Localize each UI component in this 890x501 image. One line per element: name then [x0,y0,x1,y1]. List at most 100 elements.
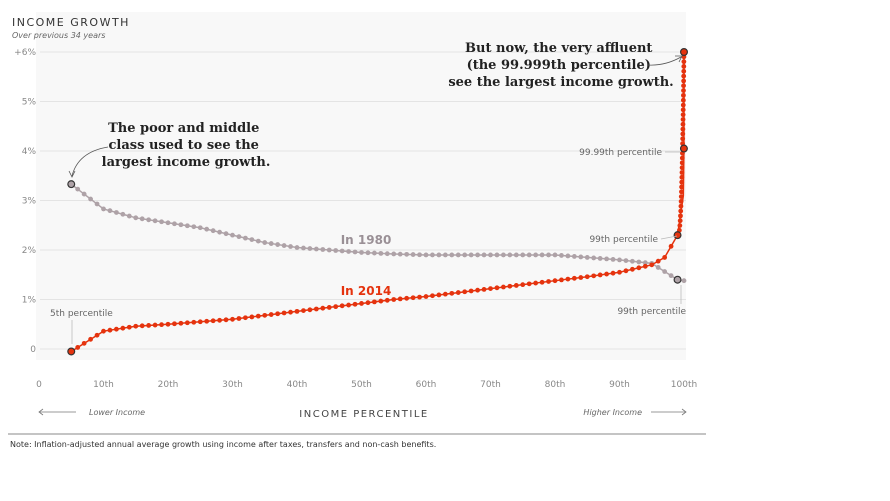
data-point [677,223,683,228]
data-point [501,284,506,290]
data-point [81,340,87,346]
data-point [372,299,377,305]
x-tick-label: 20th [158,380,179,390]
x-tick-label: 90th [609,380,630,390]
data-point [139,216,145,222]
data-point [294,308,300,314]
data-point [339,248,345,254]
data-point [101,328,106,334]
data-point [107,327,113,333]
data-point [591,273,597,279]
data-point [223,231,229,237]
series-label-1980: In 1980 [341,233,392,247]
data-point [410,295,416,301]
data-point [679,155,685,161]
data-point [610,257,616,262]
data-point [630,266,635,272]
data-point [288,309,293,315]
data-point [384,251,390,257]
data-point [94,201,100,207]
data-point [679,184,684,190]
data-point [679,170,685,175]
data-point [680,112,686,118]
data-point [391,251,397,257]
data-point [326,247,332,253]
data-point [617,257,622,263]
data-point [165,220,171,226]
data-point [333,304,339,310]
data-point [152,218,158,224]
data-point [681,83,686,89]
data-point [455,252,461,258]
annotation-poor-arrow [71,146,109,177]
data-point [655,258,661,264]
data-point [604,271,609,277]
data-point [294,245,300,250]
data-point [681,68,687,74]
data-point [255,313,261,319]
data-point [475,252,480,258]
data-point [677,218,683,224]
data-point [152,322,158,328]
data-point [668,273,674,279]
data-point [197,319,203,325]
data-point [404,295,410,301]
data-point [346,249,351,254]
series-in-2014 [68,49,687,354]
data-point [172,221,177,227]
y-tick-label: 2% [22,246,37,256]
data-point [333,248,339,253]
gridlines [40,51,686,350]
lower-income-label: Lower Income [89,408,145,417]
x-tick-label: 70th [480,380,501,390]
data-point [236,316,242,321]
data-point [468,252,474,258]
data-point [449,290,455,296]
data-point [352,301,358,307]
data-point [378,250,384,256]
data-point [449,252,455,258]
data-point [268,241,274,246]
data-point [217,229,223,235]
data-point [430,252,435,258]
series-label-2014: In 2014 [341,284,392,298]
x-tick-label: 50th [351,380,372,390]
data-point [678,208,684,214]
y-tick-label: +6% [14,48,36,58]
data-point [559,277,564,283]
data-point [455,290,461,295]
data-point [159,219,164,225]
higher-income-label: Higher Income [583,408,642,417]
data-point [436,252,442,258]
series-layer [68,49,687,354]
data-point [649,262,655,268]
chart-subtitle: Over previous 34 years [12,31,105,40]
data-point [488,286,493,292]
data-point [539,252,545,258]
data-point [423,252,429,258]
data-point [146,217,152,223]
annotation-affluent-arrow [647,56,682,66]
data-point [165,321,171,327]
data-point [565,276,571,282]
data-point [410,252,416,257]
data-point [191,224,197,230]
data-point [204,226,210,232]
data-point [249,314,255,320]
data-point [217,317,223,323]
data-point [204,318,210,324]
data-point [604,256,609,262]
data-point [494,285,500,291]
highlight-5th-1980 [67,180,76,189]
data-point [526,252,532,258]
data-point [262,240,268,245]
data-point [610,270,616,276]
data-point [307,246,313,251]
data-point [275,242,281,247]
data-point [88,196,93,202]
data-point [617,269,622,275]
data-point [230,232,235,238]
data-point [578,254,584,260]
data-point [178,320,184,326]
data-point [255,238,261,244]
